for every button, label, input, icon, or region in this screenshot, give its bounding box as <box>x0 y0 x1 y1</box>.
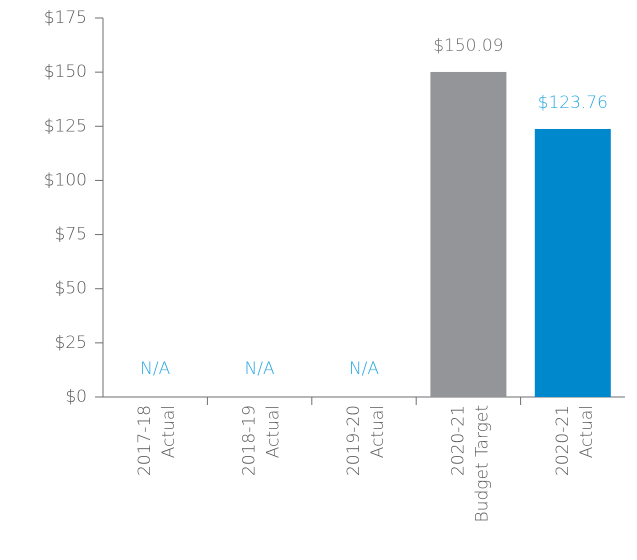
x-tick-label: 2020-21 <box>448 405 468 476</box>
y-tick-label: $125 <box>44 116 87 136</box>
bar <box>534 128 611 398</box>
value-label: $150.09 <box>433 36 503 56</box>
bar <box>430 71 507 398</box>
x-tick-label: Actual <box>577 405 597 458</box>
y-tick-label: $175 <box>44 8 87 28</box>
y-tick-label: $25 <box>55 333 87 353</box>
x-tick-label: 2017-18 <box>135 405 155 476</box>
value-label: $123.76 <box>538 93 608 113</box>
y-tick-label: $150 <box>44 62 87 82</box>
x-tick-label: Actual <box>264 405 284 458</box>
x-tick-label: Actual <box>368 405 388 458</box>
y-tick-label: $100 <box>44 170 87 190</box>
x-tick-label: 2019-20 <box>344 405 364 476</box>
x-tick-label: 2020-21 <box>553 405 573 476</box>
x-tick-label: 2018-19 <box>240 405 260 476</box>
x-tick-label: Actual <box>159 405 179 458</box>
value-label: N/A <box>349 359 379 379</box>
y-tick-label: $0 <box>65 387 87 407</box>
value-label: N/A <box>140 359 170 379</box>
x-tick-label: Budget Target <box>472 405 492 522</box>
value-label: N/A <box>245 359 275 379</box>
y-tick-label: $75 <box>55 225 87 245</box>
y-tick-label: $50 <box>55 279 87 299</box>
